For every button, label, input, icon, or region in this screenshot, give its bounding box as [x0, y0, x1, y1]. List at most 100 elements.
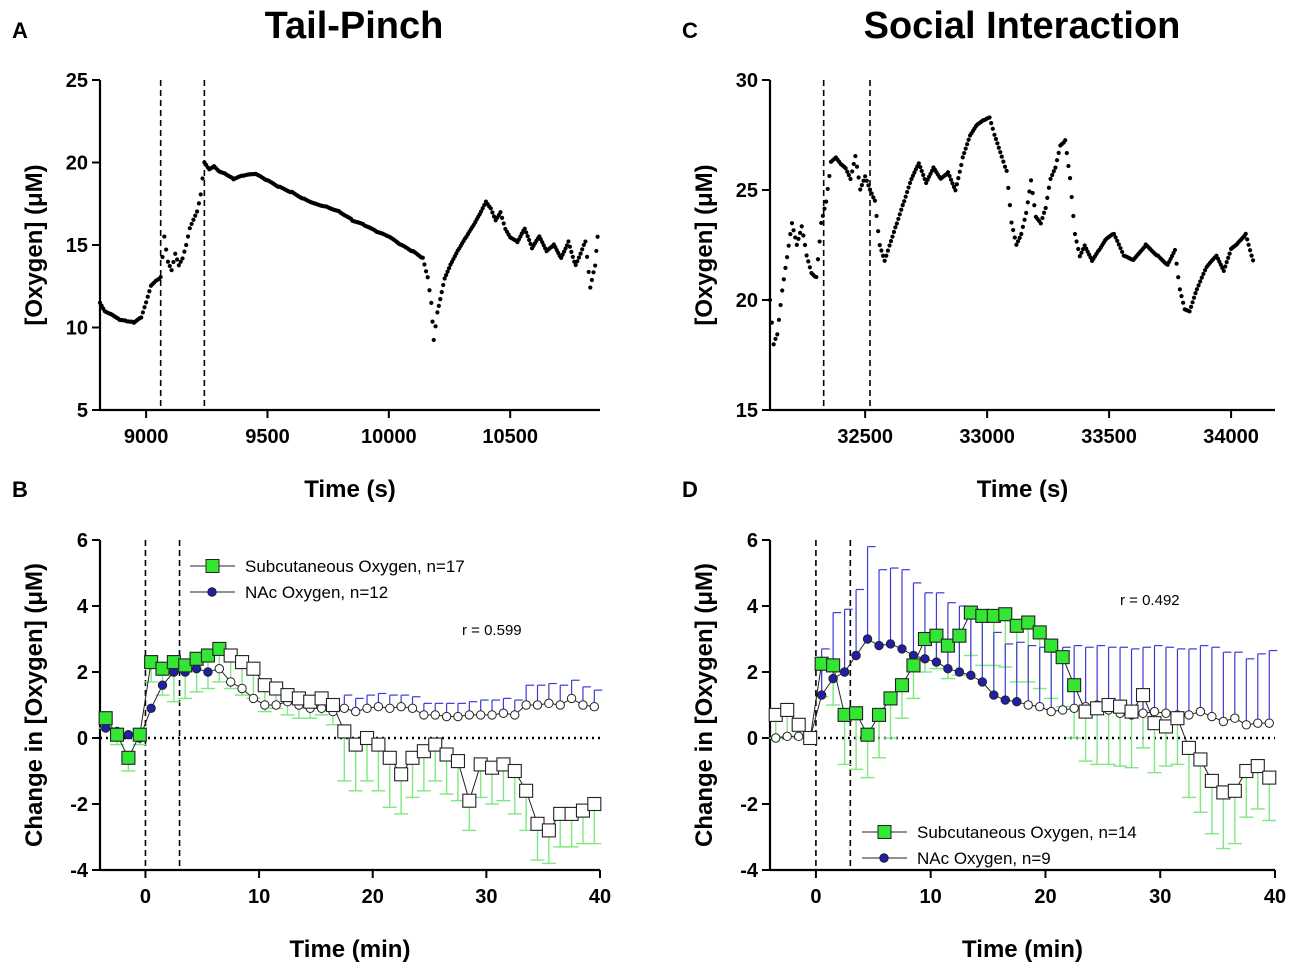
- nac-point: [989, 690, 999, 700]
- data-point: [996, 145, 1001, 150]
- data-point: [820, 213, 825, 218]
- data-point: [990, 126, 995, 131]
- data-point: [144, 300, 149, 305]
- data-point: [919, 168, 924, 174]
- data-point: [142, 305, 147, 310]
- data-point: [877, 243, 882, 248]
- data-point: [804, 253, 809, 258]
- x-tick-label: 10500: [482, 426, 538, 448]
- data-point: [185, 234, 191, 239]
- y-tick-label: 5: [77, 400, 88, 422]
- y-tick-label: 0: [77, 728, 88, 750]
- panel-b: B -4 -2 0 2 4 6 0 10 20 30 40 Time (min) Change in […: [12, 477, 611, 963]
- nac-point: [851, 650, 861, 661]
- data-point: [845, 169, 850, 174]
- data-point: [959, 162, 964, 168]
- data-point: [921, 172, 926, 178]
- data-point: [866, 183, 871, 188]
- nac-point: [931, 657, 942, 667]
- data-point: [176, 263, 181, 268]
- data-point: [1051, 169, 1056, 174]
- sc-point: [849, 706, 864, 721]
- data-point: [429, 300, 434, 305]
- sc-point: [1021, 615, 1036, 630]
- panel-c: C Social Interaction 15 20 25 30 32500 33000 3…: [682, 5, 1275, 503]
- data-point: [953, 188, 958, 193]
- legend-marker-sc: [877, 825, 892, 839]
- data-point: [1190, 300, 1195, 305]
- sc-point: [1044, 638, 1059, 653]
- data-point: [423, 269, 429, 274]
- data-point: [906, 185, 911, 190]
- data-point: [524, 230, 529, 235]
- data-point: [1025, 200, 1030, 205]
- data-point: [912, 170, 917, 175]
- data-point: [796, 236, 801, 241]
- x-tick-label: 0: [810, 886, 821, 908]
- data-point: [987, 115, 992, 120]
- x-tick-label: 34000: [1203, 426, 1259, 448]
- y-tick-label: 0: [747, 728, 758, 750]
- sc-point: [1055, 650, 1070, 665]
- data-point: [193, 213, 198, 218]
- y-axis-label: Change in [Oxygen] (μM): [21, 563, 48, 847]
- x-tick-label: 30: [475, 886, 497, 908]
- panel-c-title: Social Interaction: [864, 5, 1181, 47]
- nac-point: [920, 654, 930, 664]
- panel-d-letter: D: [682, 477, 698, 502]
- correlation-label: r = 0.492: [1120, 592, 1180, 609]
- y-tick-label: -2: [70, 794, 88, 816]
- sc-point: [519, 783, 534, 798]
- data-point: [822, 206, 827, 211]
- nac-point: [555, 700, 565, 710]
- data-point: [194, 209, 200, 214]
- data-point: [879, 248, 884, 253]
- data-point: [191, 217, 196, 222]
- nac-point: [1012, 697, 1022, 707]
- data-point: [498, 210, 503, 215]
- data-point: [859, 183, 864, 188]
- data-point: [1187, 309, 1192, 314]
- data-point: [139, 315, 144, 320]
- nac-point: [977, 677, 988, 687]
- data-point: [180, 256, 185, 261]
- nac-point: [225, 677, 236, 687]
- data-point: [872, 198, 878, 203]
- data-point: [522, 226, 527, 231]
- data-point: [1045, 195, 1050, 200]
- data-point: [890, 234, 895, 239]
- data-point: [525, 234, 530, 239]
- correlation-label: r = 0.599: [462, 622, 522, 639]
- data-point: [1194, 287, 1200, 292]
- data-point: [1064, 150, 1069, 156]
- data-point: [1030, 190, 1035, 196]
- data-point: [1006, 185, 1011, 190]
- data-point: [794, 242, 799, 247]
- data-point: [900, 203, 905, 208]
- data-point: [1019, 231, 1024, 237]
- data-point: [1053, 165, 1058, 170]
- sc-point: [1158, 719, 1174, 734]
- data-point: [594, 248, 599, 254]
- sc-point: [98, 711, 113, 726]
- y-tick-label: 6: [747, 530, 758, 552]
- nac-point: [1241, 720, 1252, 730]
- nac-point: [1218, 716, 1229, 727]
- data-point: [1221, 268, 1226, 274]
- data-point: [846, 173, 851, 178]
- nac-point: [1035, 701, 1045, 712]
- data-point: [165, 259, 171, 264]
- data-point: [198, 192, 203, 197]
- data-point: [196, 201, 202, 206]
- y-tick-label: -2: [740, 794, 758, 816]
- data-point: [1079, 250, 1084, 255]
- data-point: [1054, 158, 1060, 163]
- data-point: [1177, 287, 1182, 292]
- x-tick-label: 33000: [959, 426, 1015, 448]
- data-point: [992, 132, 997, 137]
- nac-point: [1161, 708, 1171, 718]
- sc-point: [507, 763, 522, 779]
- data-point: [903, 194, 908, 199]
- nac-point: [874, 640, 884, 651]
